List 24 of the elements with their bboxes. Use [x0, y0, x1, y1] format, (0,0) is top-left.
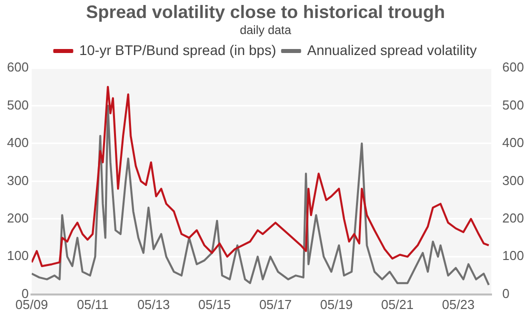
chart-subtitle: daily data: [240, 23, 292, 38]
x-tick-label: 05/13: [137, 296, 170, 312]
x-tick-label: 05/21: [381, 296, 414, 312]
x-tick-label: 05/19: [320, 296, 353, 312]
y2-tick-label: 500: [502, 97, 524, 112]
x-tick-label: 05/11: [76, 296, 108, 312]
y2-tick-label: 200: [502, 210, 524, 226]
y2-tick-label: 0: [502, 286, 510, 301]
x-tick-label: 05/17: [259, 296, 292, 312]
y-tick-label: 400: [6, 135, 29, 150]
y-tick-label: 200: [6, 210, 29, 226]
y2-tick-label: 300: [502, 172, 524, 188]
y2-tick-label: 400: [502, 135, 524, 150]
y2-tick-label: 600: [502, 60, 524, 75]
chart-title: Spread volatility close to historical trough: [86, 2, 446, 22]
y-tick-label: 300: [6, 172, 29, 188]
x-tick-label: 05/23: [442, 296, 475, 312]
legend-label: Annualized spread volatility: [307, 42, 477, 58]
x-tick-label: 05/15: [198, 296, 231, 312]
y-tick-label: 100: [6, 248, 29, 264]
y-tick-label: 500: [6, 97, 29, 112]
y2-tick-label: 100: [502, 248, 524, 264]
legend-label: 10-yr BTP/Bund spread (in bps): [79, 42, 276, 58]
y-tick-label: 600: [6, 60, 29, 75]
